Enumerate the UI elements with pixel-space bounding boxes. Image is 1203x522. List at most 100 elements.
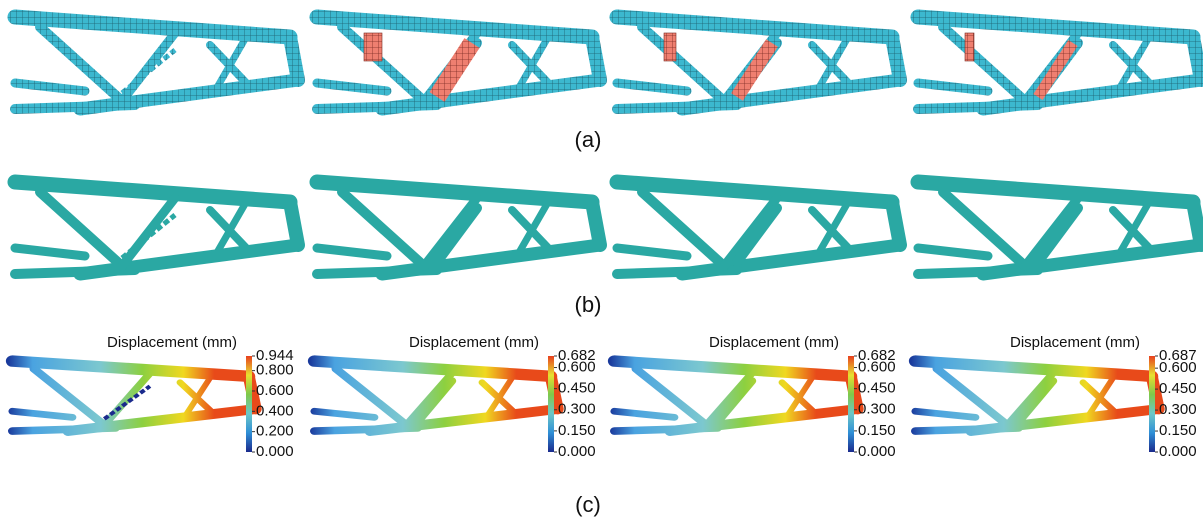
member xyxy=(918,270,1038,274)
colorbar-title: Displacement (mm) xyxy=(709,334,839,351)
member xyxy=(706,373,752,425)
member xyxy=(290,37,298,80)
member xyxy=(918,182,1193,202)
added-voxels xyxy=(737,43,772,97)
member xyxy=(1193,37,1201,80)
member xyxy=(15,83,85,91)
member xyxy=(122,198,175,266)
member xyxy=(424,198,477,266)
structure xyxy=(614,361,857,431)
structure xyxy=(915,361,1158,431)
colorbar-tick-label: 0.600 xyxy=(1159,359,1197,376)
member xyxy=(617,105,737,109)
added-voxels xyxy=(1038,43,1073,97)
structure xyxy=(918,182,1201,274)
colorbar-tick-label: 0.450 xyxy=(558,380,596,397)
colorbar xyxy=(548,356,554,452)
member xyxy=(15,270,135,274)
colorbar-tick-label: 0.000 xyxy=(558,443,596,460)
member xyxy=(12,411,72,417)
member xyxy=(918,83,988,91)
member xyxy=(317,17,592,37)
member xyxy=(1193,202,1201,245)
member xyxy=(314,361,551,376)
member xyxy=(614,428,717,431)
structure xyxy=(15,17,298,109)
colorbar-title: Displacement (mm) xyxy=(409,334,539,351)
panel-label: (a) xyxy=(575,127,602,152)
member xyxy=(15,17,290,37)
member xyxy=(15,248,85,256)
member xyxy=(617,248,687,256)
member xyxy=(406,373,452,425)
member xyxy=(592,37,600,80)
colorbar-tick-label: 0.600 xyxy=(256,382,294,399)
colorbar xyxy=(848,356,854,452)
colorbar-tick-label: 0.300 xyxy=(558,401,596,418)
member xyxy=(290,202,298,245)
member xyxy=(918,248,988,256)
colorbar-tick-label: 0.000 xyxy=(256,443,294,460)
member xyxy=(915,361,1152,376)
structure xyxy=(617,17,900,109)
structure xyxy=(314,361,557,431)
member xyxy=(617,182,892,202)
structure xyxy=(317,17,600,109)
member xyxy=(317,248,387,256)
colorbar-tick-label: 0.200 xyxy=(256,423,294,440)
colorbar-tick-label: 0.000 xyxy=(858,443,896,460)
member xyxy=(724,198,777,266)
member xyxy=(104,373,150,425)
member xyxy=(592,202,600,245)
colorbar-title: Displacement (mm) xyxy=(107,334,237,351)
member xyxy=(12,361,249,376)
colorbar-tick-label: 0.800 xyxy=(256,362,294,379)
member xyxy=(617,17,892,37)
colorbar-tick-label: 0.450 xyxy=(858,380,896,397)
colorbar-tick-label: 0.600 xyxy=(858,359,896,376)
member xyxy=(892,37,900,80)
member xyxy=(1007,373,1053,425)
colorbar-tick-label: 0.300 xyxy=(1159,401,1197,418)
added-voxels xyxy=(437,43,472,97)
member xyxy=(617,270,737,274)
member xyxy=(915,411,975,417)
member xyxy=(614,411,674,417)
added-voxels xyxy=(965,33,974,61)
member xyxy=(122,33,175,101)
added-voxels xyxy=(364,33,382,61)
structure xyxy=(617,182,900,274)
colorbar-tick-label: 0.300 xyxy=(858,401,896,418)
colorbar-tick-label: 0.450 xyxy=(1159,380,1197,397)
member xyxy=(918,105,1038,109)
member xyxy=(617,83,687,91)
structure xyxy=(317,182,600,274)
added-voxels xyxy=(664,33,676,61)
colorbar-title: Displacement (mm) xyxy=(1010,334,1140,351)
colorbar-tick-label: 0.400 xyxy=(256,402,294,419)
member xyxy=(314,411,374,417)
panel-label: (b) xyxy=(575,292,602,317)
structure xyxy=(918,17,1201,109)
panel-label: (c) xyxy=(575,492,601,517)
colorbar xyxy=(246,356,252,452)
member xyxy=(317,182,592,202)
colorbar-tick-label: 0.000 xyxy=(1159,443,1197,460)
member xyxy=(317,270,437,274)
structure xyxy=(15,182,298,274)
member xyxy=(314,428,417,431)
colorbar-tick-label: 0.150 xyxy=(558,422,596,439)
colorbar xyxy=(1149,356,1155,452)
colorbar-tick-label: 0.150 xyxy=(858,422,896,439)
member xyxy=(892,202,900,245)
member xyxy=(614,361,851,376)
member xyxy=(317,105,437,109)
colorbar-tick-label: 0.150 xyxy=(1159,422,1197,439)
member xyxy=(15,105,135,109)
figure: (a) (b) (c) Displacement (mm)0.9440.8000… xyxy=(0,0,1203,522)
member xyxy=(15,182,290,202)
structure xyxy=(12,361,255,431)
member xyxy=(12,428,115,431)
member xyxy=(1025,198,1078,266)
member xyxy=(918,17,1193,37)
